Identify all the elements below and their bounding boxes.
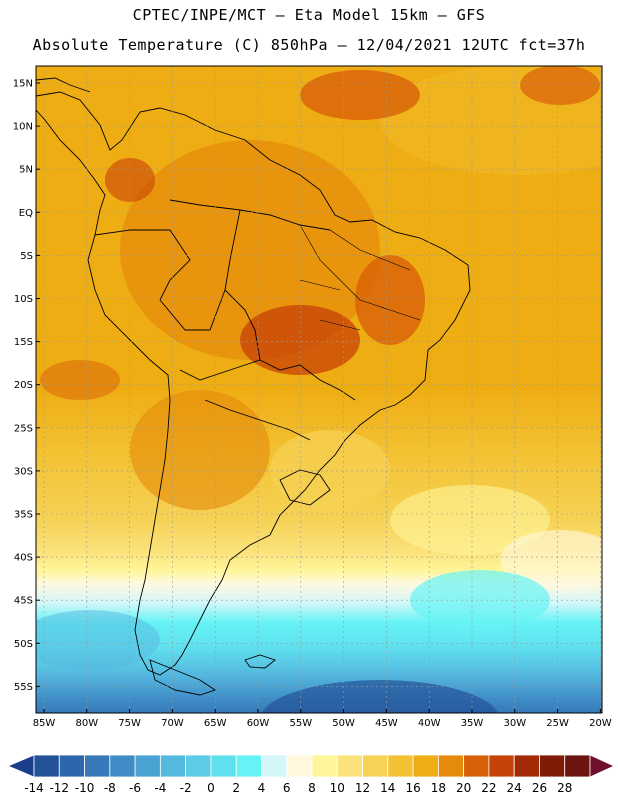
colorbar-label: -4 — [154, 781, 166, 795]
lat-tick-label: 15N — [13, 79, 33, 90]
lon-tick-label: 85W — [33, 718, 56, 729]
lat-tick-label: 10N — [13, 122, 33, 133]
colorbar-swatch — [488, 754, 515, 778]
colorbar-label: 24 — [507, 781, 522, 795]
lon-tick-label: 40W — [418, 718, 441, 729]
colorbar-label: -2 — [180, 781, 192, 795]
colorbar-swatch — [84, 754, 111, 778]
lat-lon-grid — [36, 66, 602, 713]
colorbar-swatch — [261, 754, 288, 778]
lat-tick-label: 25S — [14, 423, 33, 434]
lon-tick-label: 50W — [332, 718, 355, 729]
colorbar-label: 28 — [557, 781, 572, 795]
lon-tick-label: 70W — [161, 718, 184, 729]
colorbar-swatch — [58, 754, 85, 778]
colorbar-label: 4 — [258, 781, 266, 795]
coastline-outlines — [36, 77, 471, 696]
lon-tick-label: 35W — [461, 718, 484, 729]
map-frame — [35, 65, 603, 714]
colorbar-label: -10 — [75, 781, 95, 795]
colorbar-swatch — [362, 754, 389, 778]
colorbar-swatch — [437, 754, 465, 778]
colorbar-label: 6 — [283, 781, 291, 795]
lat-tick-label: 30S — [14, 466, 33, 477]
lat-tick-label: 55S — [14, 682, 33, 693]
colorbar-label: 0 — [207, 781, 215, 795]
colorbar-arrow-left — [6, 754, 35, 778]
tierra-del-fuego — [149, 659, 217, 696]
central-america — [36, 77, 91, 93]
lat-tick-label: 20S — [14, 380, 33, 391]
lon-tick-label: 75W — [118, 718, 141, 729]
falklands — [244, 654, 276, 669]
colorbar-label: 8 — [308, 781, 316, 795]
colorbar-swatch — [539, 754, 566, 778]
lat-tick-label: 40S — [14, 553, 33, 564]
colorbar-label: 18 — [431, 781, 446, 795]
colorbar: -14 -12 -10 -8 -6 -4 -2 0 2 4 6 8 10 12 14 16 18 20 22 24 26… — [6, 754, 615, 795]
colorbar-label: 16 — [405, 781, 420, 795]
colorbar-swatch — [387, 754, 414, 778]
lat-tick-label: 35S — [14, 510, 33, 521]
colorbar-swatch — [564, 754, 591, 778]
lat-tick-label: 15S — [14, 337, 33, 348]
andean-borders — [94, 229, 311, 441]
colorbar-label: 2 — [232, 781, 240, 795]
colorbar-swatch — [109, 754, 136, 778]
lon-tick-label: 25W — [546, 718, 569, 729]
colorbar-swatch — [210, 754, 237, 778]
state-lines — [299, 224, 421, 331]
lon-tick-label: 60W — [247, 718, 270, 729]
colorbar-label: 10 — [330, 781, 345, 795]
uruguay-border — [279, 469, 331, 506]
map-title-line-2: Absolute Temperature (C) 850hPa — 12/04/… — [32, 36, 586, 54]
colorbar-swatch — [412, 754, 439, 778]
colorbar-label: -12 — [49, 781, 69, 795]
colorbar-label: -14 — [24, 781, 44, 795]
colorbar-label: 12 — [355, 781, 370, 795]
longitude-axis: 85W 80W 75W 70W 65W 60W 55W 50W 45W 40W 35W 30W 25W 2… — [33, 709, 612, 729]
latitude-axis: 15N 10N 5N EQ 5S 10S 15S 20S 25S 30S 35S 40S 45S 50S 5… — [13, 79, 40, 693]
colorbar-swatch — [235, 754, 262, 778]
lat-tick-label: 5S — [20, 251, 33, 262]
colorbar-swatch — [134, 754, 161, 778]
colorbar-swatch — [311, 754, 338, 778]
map-title-line-1: CPTEC/INPE/MCT — Eta Model 15km — GFS — [132, 6, 486, 24]
lon-tick-label: 20W — [589, 718, 612, 729]
lon-tick-label: 55W — [289, 718, 312, 729]
colorbar-label: -8 — [104, 781, 116, 795]
colorbar-arrow-right — [589, 754, 615, 778]
temperature-field — [36, 66, 602, 713]
colorbar-label: -6 — [129, 781, 141, 795]
colorbar-swatch — [185, 754, 212, 778]
colorbar-swatch — [463, 754, 490, 778]
lon-tick-label: 80W — [75, 718, 98, 729]
colorbar-label: 22 — [481, 781, 496, 795]
colorbar-label: 14 — [380, 781, 395, 795]
south-america-coast — [36, 91, 471, 676]
lat-tick-label: 10S — [14, 294, 33, 305]
colorbar-label: 20 — [456, 781, 471, 795]
lon-tick-label: 45W — [375, 718, 398, 729]
colorbar-swatch — [286, 754, 313, 778]
colorbar-label: 26 — [532, 781, 547, 795]
colorbar-swatch — [513, 754, 540, 778]
colorbar-swatch — [336, 754, 363, 778]
colorbar-swatch — [33, 754, 60, 778]
lat-tick-label: 5N — [19, 165, 33, 176]
lon-tick-label: 30W — [503, 718, 526, 729]
colorbar-swatch — [159, 754, 187, 778]
lat-tick-label: 45S — [14, 596, 33, 607]
lat-tick-label: EQ — [19, 208, 33, 219]
lon-tick-label: 65W — [204, 718, 227, 729]
lat-tick-label: 50S — [14, 639, 33, 650]
